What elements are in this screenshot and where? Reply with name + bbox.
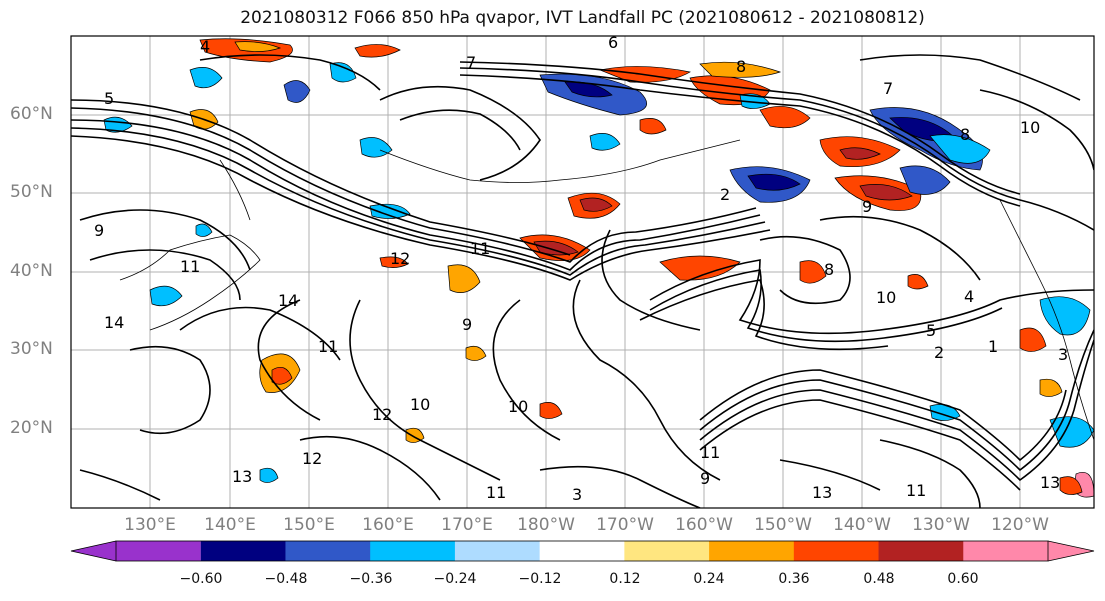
lon-label: 160°E <box>362 515 414 535</box>
lat-label: 60°N <box>10 104 53 124</box>
contour-label: 6 <box>608 33 618 52</box>
colorbar-tick-label: 0.60 <box>947 571 979 587</box>
contour-label: 13 <box>1040 473 1060 492</box>
contour-label: 2 <box>934 343 944 362</box>
contour-label: 4 <box>964 287 974 306</box>
colorbar-segment <box>285 541 371 561</box>
colorbar-tick-label: −0.24 <box>433 571 477 587</box>
lon-label: 170°E <box>441 515 493 535</box>
contour-label: 11 <box>486 483 506 502</box>
contour-label: 5 <box>104 89 114 108</box>
lon-label: 160°W <box>675 515 733 535</box>
contour-label: 11 <box>318 337 338 356</box>
contour-label: 11 <box>180 257 200 276</box>
colorbar-extend-low <box>71 541 116 561</box>
colorbar-segment <box>624 541 710 561</box>
contour-label: 11 <box>470 239 490 258</box>
lon-label: 130°W <box>912 515 970 535</box>
contour-label: 7 <box>466 53 476 72</box>
lon-label: 140°W <box>833 515 891 535</box>
contour-label: 13 <box>812 483 832 502</box>
contour-label: 8 <box>824 260 834 279</box>
lat-label: 40°N <box>10 261 53 281</box>
contour-label: 11 <box>906 481 926 500</box>
colorbar-extend-high <box>1048 541 1094 561</box>
contour-label: 8 <box>960 125 970 144</box>
coastlines <box>119 139 1094 441</box>
colorbar-segment <box>370 541 456 561</box>
contour-label: 12 <box>372 405 392 424</box>
contour-label: 3 <box>572 485 582 504</box>
lon-label: 120°W <box>991 515 1049 535</box>
colorbar-segment <box>539 541 625 561</box>
lat-label: 50°N <box>10 182 53 202</box>
contour-label: 12 <box>390 249 410 268</box>
colorbar-segment <box>793 541 880 561</box>
contour-label: 1 <box>988 337 998 356</box>
contour-labels: 4 5 6 7 7 8 8 8 9 9 9 10 10 10 10 11 11 … <box>94 33 1068 504</box>
contour-label: 9 <box>862 197 872 216</box>
contour-label: 11 <box>700 443 720 462</box>
contour-label: 4 <box>200 37 210 56</box>
contour-label: 10 <box>410 395 430 414</box>
lon-label: 140°E <box>204 515 256 535</box>
map-frame <box>70 35 1095 509</box>
contour-label: 14 <box>104 313 124 332</box>
map-title: 2021080312 F066 850 hPa qvapor, IVT Land… <box>240 8 925 28</box>
colorbar-segment <box>116 541 201 561</box>
lon-label: 130°E <box>124 515 176 535</box>
lon-label: 170°W <box>596 515 654 535</box>
contour-label: 2 <box>720 185 730 204</box>
contour-label: 10 <box>1020 118 1040 137</box>
colorbar <box>70 540 1095 562</box>
contour-label: 13 <box>232 467 252 486</box>
colorbar-tick-label: −0.48 <box>264 571 308 587</box>
colorbar-tick-label: 0.48 <box>863 571 895 587</box>
contour-label: 3 <box>1058 345 1068 364</box>
colorbar-tick-label: 0.24 <box>693 571 725 587</box>
colorbar-tick-label: −0.12 <box>518 571 562 587</box>
contour-label: 9 <box>462 315 472 334</box>
colorbar-tick-label: 0.12 <box>609 571 641 587</box>
contour-label: 7 <box>883 79 893 98</box>
ivt-contours <box>71 54 1094 508</box>
lon-label: 180°W <box>517 515 575 535</box>
lat-label: 20°N <box>10 418 53 438</box>
contour-label: 12 <box>302 449 322 468</box>
contour-label: 9 <box>700 469 710 488</box>
colorbar-tick-label: 0.36 <box>778 571 810 587</box>
colorbar-segment <box>963 541 1048 561</box>
lon-label: 150°E <box>283 515 335 535</box>
colorbar-segment <box>878 541 964 561</box>
contour-label: 8 <box>736 57 746 76</box>
colorbar-segment <box>454 541 541 561</box>
lat-label: 30°N <box>10 339 53 359</box>
contour-label: 14 <box>278 291 298 310</box>
colorbar-tick-label: −0.60 <box>179 571 223 587</box>
colorbar-tick-label: −0.36 <box>349 571 393 587</box>
contour-label: 10 <box>876 288 896 307</box>
contour-label: 9 <box>94 221 104 240</box>
lon-label: 150°W <box>754 515 812 535</box>
contour-label: 10 <box>508 397 528 416</box>
colorbar-segment <box>200 541 286 561</box>
contour-label: 5 <box>926 321 936 340</box>
colorbar-segment <box>709 541 795 561</box>
